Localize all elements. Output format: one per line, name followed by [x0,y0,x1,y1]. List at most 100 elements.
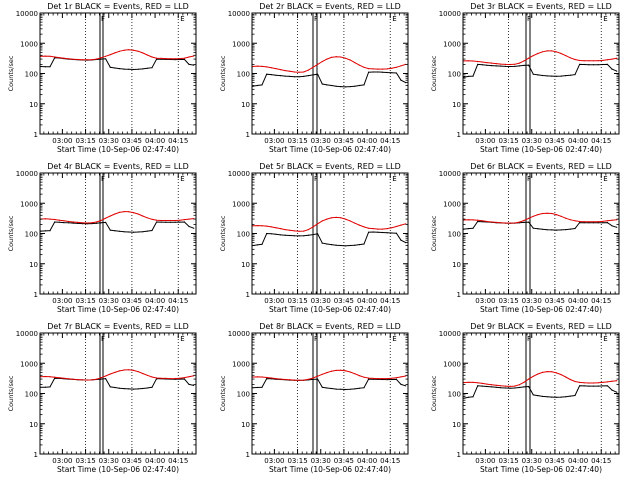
data-point-events [330,84,333,87]
data-point-lld [109,54,111,56]
data-point-lld [592,221,595,223]
data-point-events [321,386,323,388]
data-point-lld [551,50,553,52]
data-point-lld [68,220,70,223]
data-point-events [472,75,474,77]
data-point-events [142,68,144,70]
data-point-lld [358,64,360,66]
data-point-events [109,229,111,231]
data-point-events [100,222,102,224]
data-point-events [504,387,507,389]
data-point-lld [321,220,323,222]
data-point-events [261,84,263,86]
y-tick-label: 10000 [228,330,250,338]
data-point-lld [569,219,571,221]
data-point-lld [303,379,305,381]
data-point-lld [467,219,469,221]
data-point-lld [574,380,576,383]
data-point-events [546,75,548,77]
data-point-lld [289,70,291,72]
data-point-lld [169,378,172,380]
data-point-events [335,244,337,246]
x-tick-label: 03:45 [122,457,142,465]
data-point-lld [377,228,379,230]
data-point-events [597,385,599,387]
data-point-events [551,75,553,77]
data-point-events [193,64,195,66]
data-point-events [400,239,402,241]
data-point-lld [386,378,388,380]
data-point-lld [395,66,397,68]
data-point-events [495,386,497,388]
data-point-lld [358,224,360,226]
x-tick-label: 03:30 [522,137,542,145]
data-point-lld [100,377,102,379]
data-point-events [270,74,272,76]
y-tick-label: 1000 [20,200,38,208]
data-point-lld [321,373,323,375]
data-point-events [391,232,393,234]
data-point-lld [183,377,185,379]
data-point-lld [91,59,93,61]
data-point-events [481,221,483,223]
data-point-events [123,231,125,233]
data-point-events [188,383,190,385]
y-tick-label: 1000 [232,40,250,48]
x-tick-label: 03:15 [75,297,95,305]
data-point-events [270,233,272,235]
data-point-lld [123,211,125,213]
panel-title: Det 3r BLACK = Events, RED = LLD [470,2,612,11]
y-tick-label: 10000 [228,170,250,178]
marker-e-label: E [603,335,607,343]
y-tick-label: 1 [457,451,461,459]
data-point-events [541,395,544,397]
data-point-lld [354,222,356,224]
data-point-lld [146,374,148,376]
y-tick-label: 1000 [20,40,38,48]
data-point-lld [298,230,300,232]
data-point-lld [528,217,530,219]
data-point-lld [395,225,397,228]
data-point-lld [495,63,497,65]
x-tick-label: 03:00 [264,457,284,465]
data-point-lld [326,58,328,60]
data-point-events [289,234,291,237]
y-tick-label: 1000 [443,40,461,48]
data-point-events [275,74,277,76]
panel-title: Det 9r BLACK = Events, RED = LLD [470,322,612,331]
data-point-lld [602,59,604,62]
data-point-lld [179,58,181,60]
data-point-events [266,232,268,235]
data-point-events [588,385,590,387]
x-tick-label: 04:00 [568,137,588,145]
y-tick-label: 1 [457,131,461,139]
data-point-events [597,64,599,66]
data-point-events [381,378,384,381]
data-point-lld [44,218,47,220]
plot-frame [251,332,409,455]
data-point-events [555,396,558,398]
data-point-events [293,235,296,237]
data-point-events [312,234,314,236]
x-tick-label: 03:30 [311,297,331,305]
data-point-lld [81,379,84,381]
data-point-events [477,63,479,65]
data-point-events [491,65,493,67]
data-point-events [303,235,305,237]
data-point-events [579,63,581,65]
marker-f-label: F [314,175,318,183]
data-point-lld [63,377,65,379]
marker-e-label: E [180,15,184,23]
x-tick-label: 04:15 [168,137,188,145]
data-point-events [321,242,323,244]
y-axis-label: Counts/sec [219,55,227,91]
data-point-events [523,386,525,388]
data-point-events [188,225,190,228]
data-point-events [151,229,153,232]
data-point-lld [532,215,534,217]
data-point-events [546,229,548,231]
data-point-lld [317,375,319,377]
data-point-lld [165,377,167,379]
data-point-lld [95,58,97,60]
data-point-events [583,63,585,66]
